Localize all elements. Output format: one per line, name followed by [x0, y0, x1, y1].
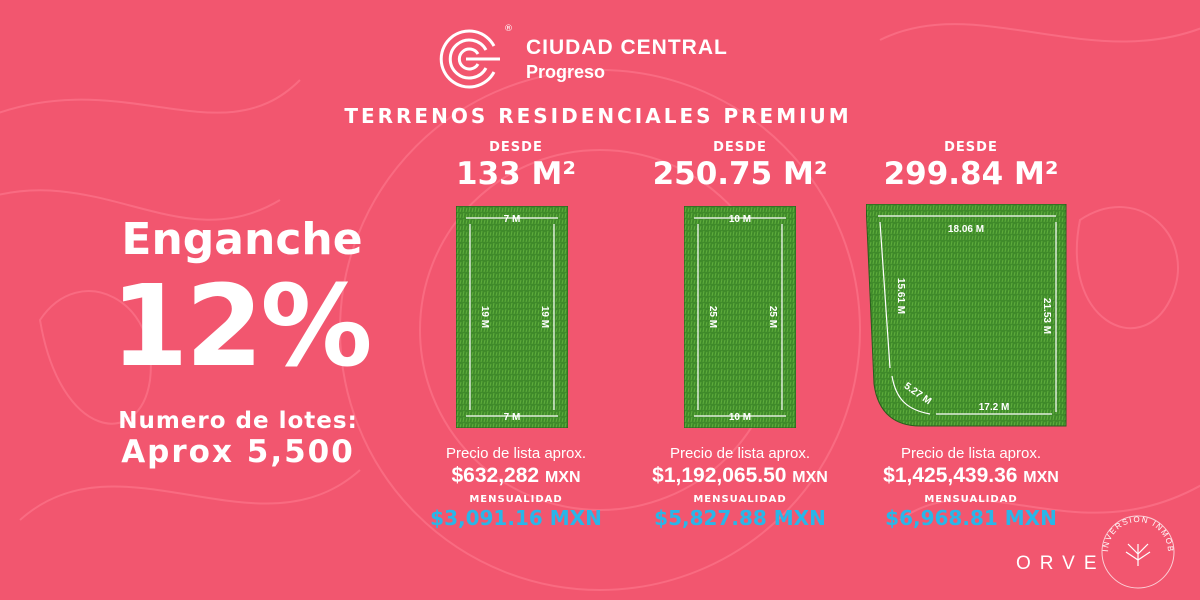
monthly-label: MENSUALIDAD: [469, 494, 563, 505]
lots-count-label: Numero de lotes:: [118, 408, 358, 434]
price-label: Precio de lista aprox.: [445, 445, 587, 462]
price: $1,425,439.36 MXN: [883, 464, 1059, 487]
down-payment-value: 12%: [110, 262, 372, 392]
monthly-label: MENSUALIDAD: [693, 494, 787, 505]
lot-card-133: DESDE 133 M² 7 M 7 M 19 M 19 M Precio de…: [426, 140, 606, 540]
dim-right: 21.53 M: [1041, 298, 1052, 334]
dim-bottom: 17.2 M: [979, 402, 1010, 413]
dim-bottom: 7 M: [504, 412, 521, 423]
registered-mark: ®: [504, 24, 513, 34]
dim-left: 25 M: [707, 306, 718, 328]
price: $632,282 MXN: [451, 464, 581, 487]
monthly-payment: $5,827.88 MXN: [654, 506, 826, 530]
lot-from-label: DESDE: [489, 140, 543, 155]
lot-card-299: DESDE 299.84 M² 18.06 M 17.2 M 15.61 M 2…: [866, 140, 1076, 540]
lot-area: 250.75 M²: [652, 156, 828, 192]
dim-right: 19 M: [539, 306, 550, 328]
price-label: Precio de lista aprox.: [669, 445, 811, 462]
price: $1,192,065.50 MXN: [652, 464, 828, 487]
lot-plot-rectangle: 10 M 10 M 25 M 25 M: [684, 206, 796, 428]
dim-left: 19 M: [479, 306, 490, 328]
lot-plot-rectangle: 7 M 7 M 19 M 19 M: [456, 206, 568, 428]
lot-plot-irregular: 18.06 M 17.2 M 15.61 M 21.53 M 5.27 M: [866, 204, 1072, 430]
dim-top: 10 M: [729, 214, 751, 225]
down-payment-label: Enganche: [121, 214, 363, 265]
lot-area: 133 M²: [456, 156, 576, 192]
lot-from-label: DESDE: [713, 140, 767, 155]
orve-seal-icon: INVERSION INMOBILIARIA: [1096, 510, 1175, 589]
brand: ® CIUDAD CENTRAL Progreso: [430, 24, 728, 90]
dim-top: 7 M: [504, 214, 521, 225]
lot-from-label: DESDE: [944, 140, 998, 155]
price-label: Precio de lista aprox.: [900, 445, 1042, 462]
lot-card-250: DESDE 250.75 M² 10 M 10 M 25 M 25 M Prec…: [640, 140, 840, 540]
dim-top: 18.06 M: [948, 224, 984, 235]
brand-subtitle: Progreso: [526, 61, 606, 82]
ciudad-central-logo: [439, 29, 500, 89]
monthly-label: MENSUALIDAD: [924, 494, 1018, 505]
dim-left: 15.61 M: [895, 278, 906, 314]
lots-count-value: Aprox 5,500: [121, 434, 355, 470]
orve-logo-text: ORVE: [1016, 553, 1106, 574]
dim-bottom: 10 M: [729, 412, 751, 423]
dim-right: 25 M: [767, 306, 778, 328]
monthly-payment: $6,968.81 MXN: [885, 506, 1057, 530]
headline: TERRENOS RESIDENCIALES PREMIUM: [344, 104, 852, 128]
monthly-payment: $3,091.16 MXN: [430, 506, 602, 530]
lot-area: 299.84 M²: [883, 156, 1059, 192]
brand-name: CIUDAD CENTRAL: [526, 35, 728, 59]
